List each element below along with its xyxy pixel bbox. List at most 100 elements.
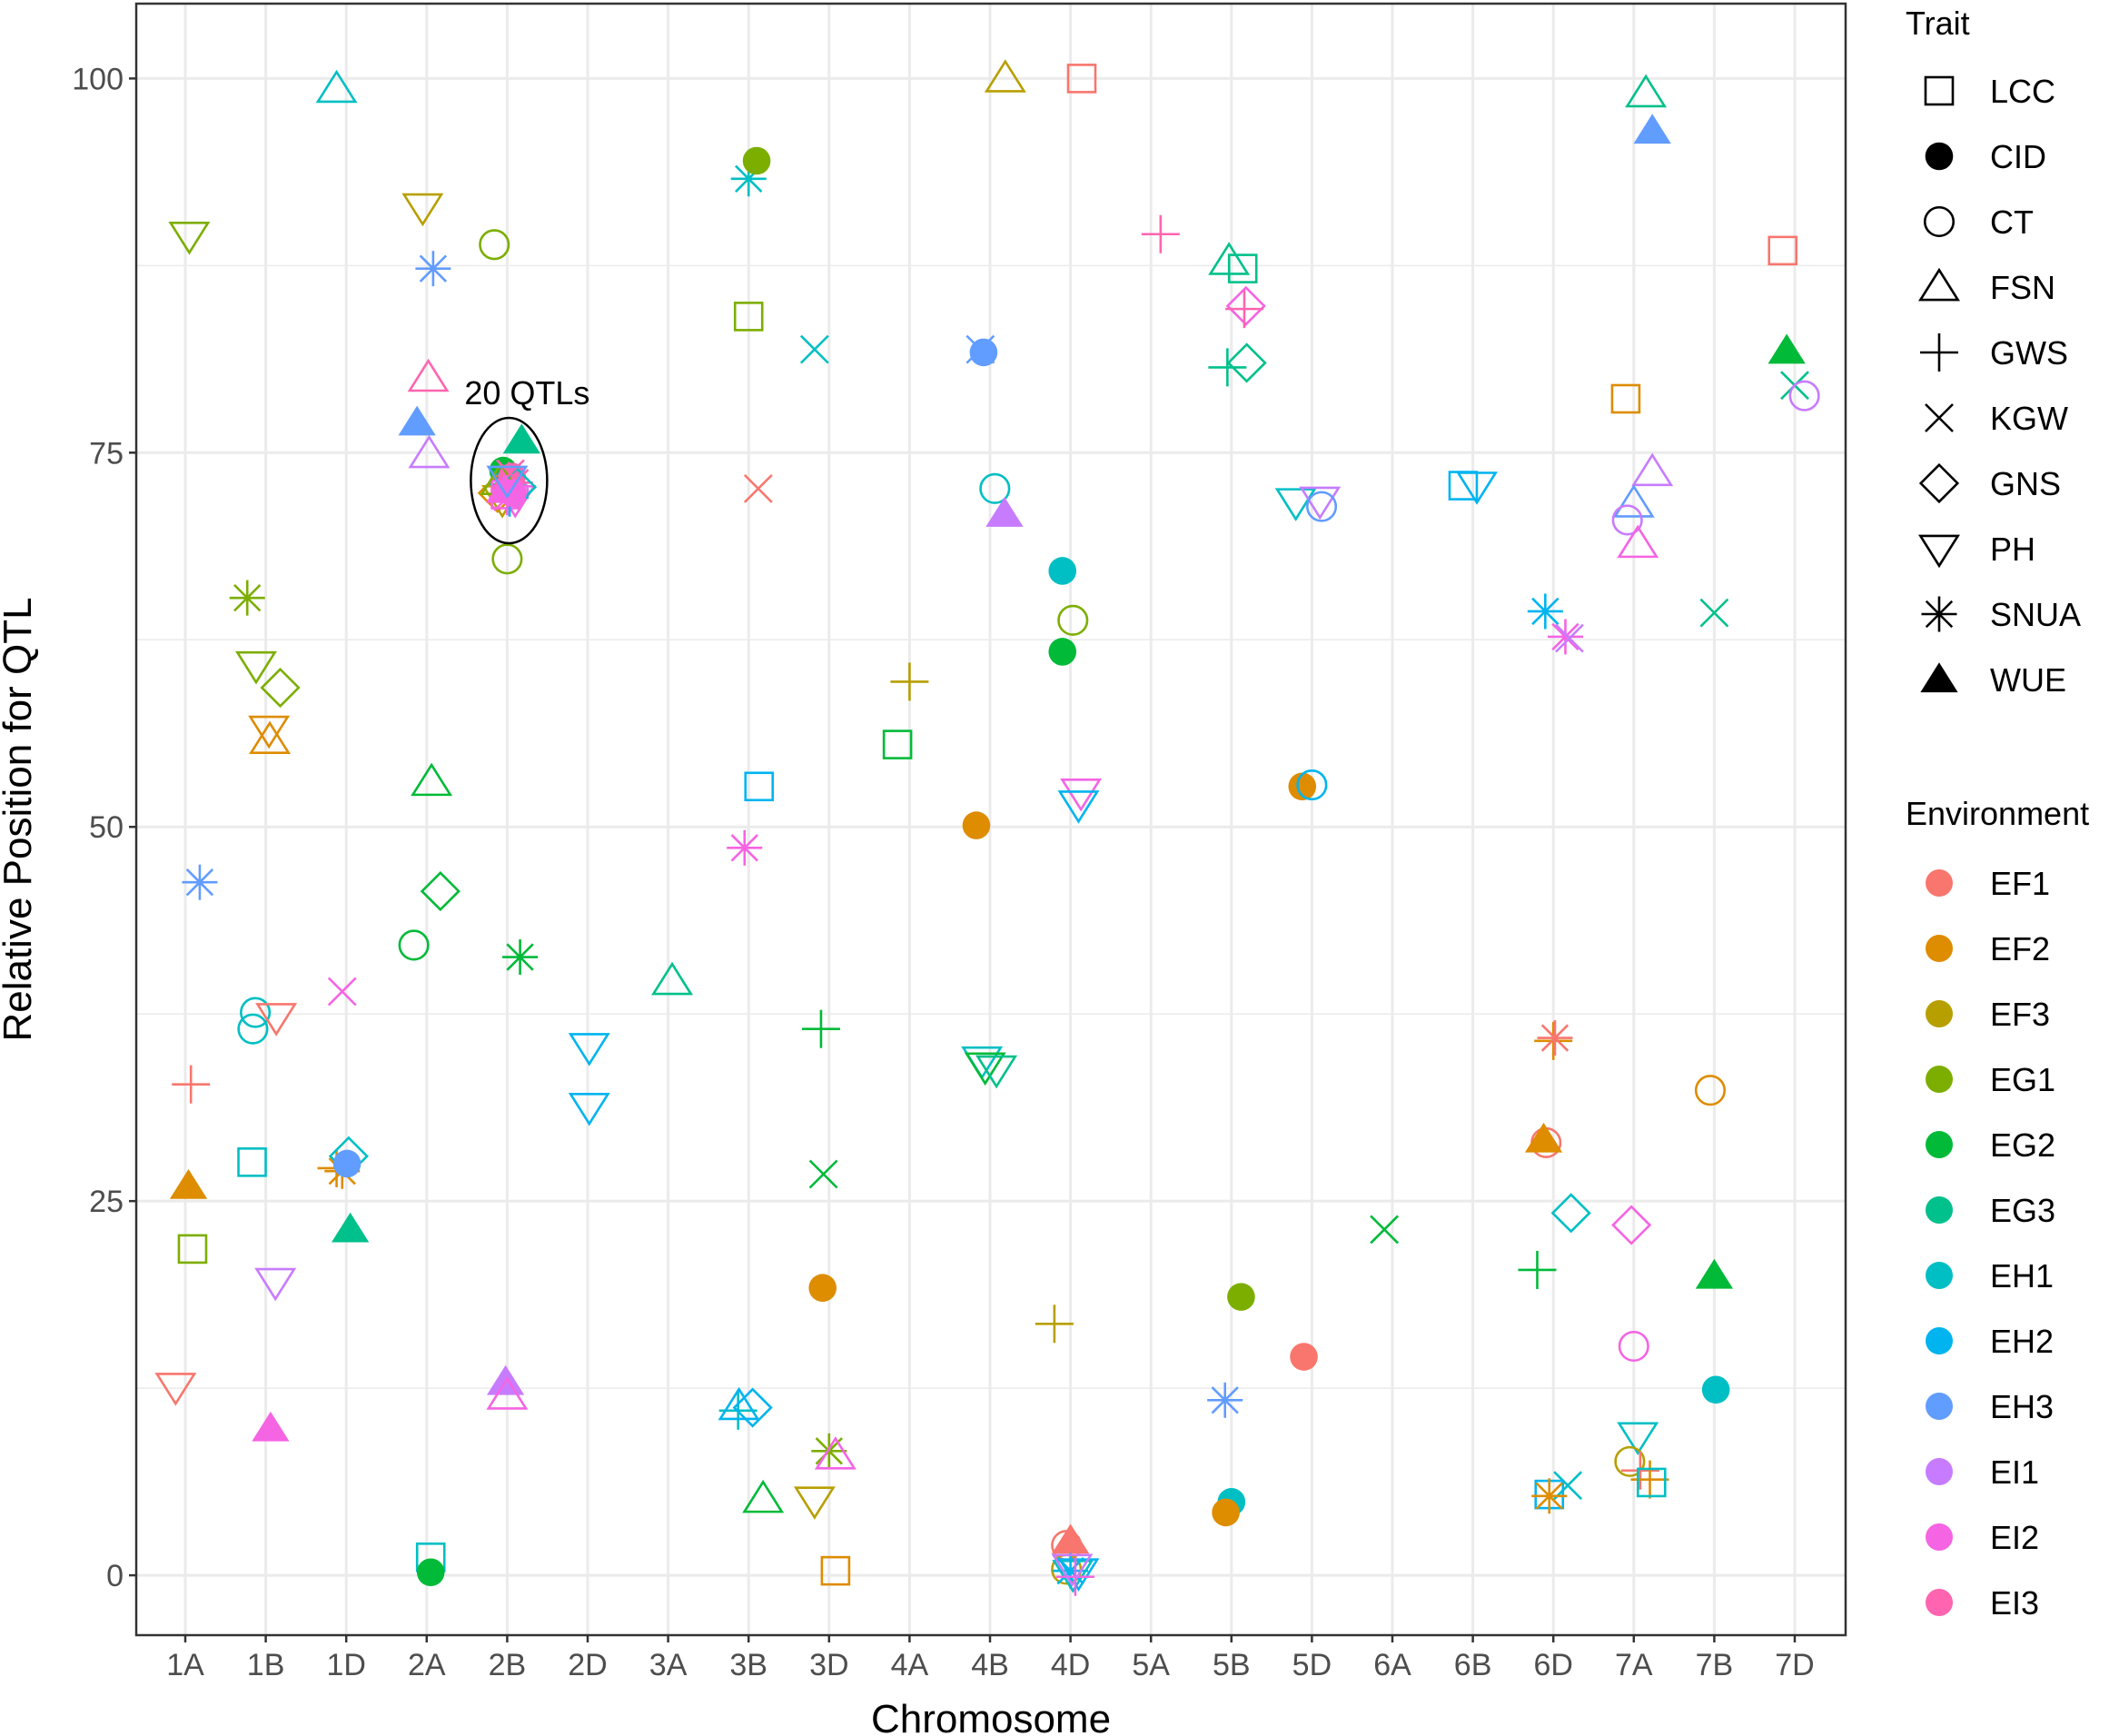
data-point xyxy=(1611,1205,1652,1245)
data-point xyxy=(169,1168,208,1199)
data-point xyxy=(1296,769,1328,801)
data-point xyxy=(486,1376,529,1410)
y-axis: 0 25 50 75 100 xyxy=(72,62,136,1593)
data-point xyxy=(1788,380,1820,412)
data-point xyxy=(398,929,430,961)
data-point xyxy=(1524,1122,1563,1153)
environment-legend-label: EI2 xyxy=(1990,1519,2039,1556)
trait-legend-key xyxy=(1921,596,1957,632)
annotation-ellipse xyxy=(470,416,549,545)
trait-legend-label: KGW xyxy=(1990,400,2068,437)
data-point xyxy=(416,1558,445,1587)
data-point xyxy=(742,1479,785,1513)
environment-legend: Environment EF1 EF2 EF3 EG1 EG2 EG3 EH1 EH2 EH3 E… xyxy=(1906,795,2089,1622)
data-point xyxy=(964,1052,1006,1086)
data-point xyxy=(1699,598,1729,628)
data-point xyxy=(732,1387,773,1428)
environment-legend-key xyxy=(1926,869,1953,897)
data-point xyxy=(237,1147,267,1177)
environment-legend-label: EH1 xyxy=(1990,1257,2054,1295)
data-point xyxy=(1636,1467,1667,1498)
y-axis-title: Relative Position for QTL xyxy=(0,597,40,1041)
environment-legend-key xyxy=(1926,1589,1953,1616)
data-point xyxy=(1456,471,1499,505)
environment-legend-label: EG2 xyxy=(1990,1126,2055,1164)
environment-legend-label: EI3 xyxy=(1990,1584,2039,1622)
trait-legend-label: WUE xyxy=(1990,661,2066,699)
data-point xyxy=(248,715,291,749)
trait-legend: Trait LCC CID CT FSN GWS KGW GNS PH SNUA WUE xyxy=(1906,5,2081,699)
x-tick-label: 6A xyxy=(1373,1648,1411,1682)
data-point xyxy=(255,1003,298,1037)
data-point xyxy=(1625,74,1668,108)
x-tick-label: 5A xyxy=(1132,1648,1170,1682)
x-tick-label: 2B xyxy=(489,1648,527,1682)
data-point xyxy=(1048,638,1077,666)
trait-legend-key xyxy=(1925,142,1954,171)
data-point xyxy=(1060,778,1103,812)
data-point xyxy=(398,405,436,436)
x-axis-title: Chromosome xyxy=(871,1697,1111,1736)
data-point xyxy=(882,729,913,759)
environment-legend-key xyxy=(1926,1523,1953,1551)
data-point xyxy=(182,864,218,900)
data-point xyxy=(1305,491,1338,522)
data-point xyxy=(260,667,301,709)
environment-legend-label: EF2 xyxy=(1990,930,2050,967)
x-tick-label: 7B xyxy=(1696,1648,1734,1682)
y-tick-label: 75 xyxy=(89,436,124,471)
data-point xyxy=(1550,1193,1591,1234)
data-point xyxy=(1227,1283,1255,1311)
x-tick-label: 4A xyxy=(891,1648,929,1682)
x-tick-label: 6D xyxy=(1533,1648,1572,1682)
environment-legend-label: EH3 xyxy=(1990,1388,2054,1425)
data-point xyxy=(742,146,771,175)
data-point xyxy=(1555,623,1584,653)
data-point xyxy=(177,1234,208,1265)
data-point xyxy=(502,423,540,454)
data-point xyxy=(1208,348,1247,387)
environment-legend-title: Environment xyxy=(1906,795,2089,832)
annotation-label: 20 QTLs xyxy=(464,374,589,412)
data-point xyxy=(254,1267,297,1302)
x-axis: 1A 1B 1D 2A 2B 2D 3A 3B 3D 4A 4B 4D 5A 5B 5D 6A 6B 6D 7A 7B… xyxy=(166,1635,1815,1682)
data-point xyxy=(1048,557,1077,585)
data-point xyxy=(1225,285,1266,326)
environment-legend-key xyxy=(1926,1196,1953,1224)
trait-legend-label: PH xyxy=(1990,531,2035,568)
data-point xyxy=(327,977,357,1007)
data-point xyxy=(249,720,292,755)
trait-legend-key xyxy=(1918,534,1960,569)
data-point xyxy=(411,762,453,797)
x-tick-label: 2A xyxy=(408,1648,446,1682)
data-point xyxy=(814,1436,857,1470)
data-point xyxy=(743,473,773,503)
data-point xyxy=(744,771,775,802)
data-point xyxy=(1141,214,1180,253)
environment-legend-key xyxy=(1926,1262,1953,1289)
data-point xyxy=(1553,1471,1583,1501)
trait-legend-key xyxy=(1918,462,1960,504)
data-point xyxy=(1617,524,1659,559)
data-point xyxy=(486,465,529,500)
annotation-group: 20 QTLs xyxy=(464,374,589,545)
data-point xyxy=(1066,64,1097,94)
data-point xyxy=(240,997,272,1028)
x-tick-label: 4D xyxy=(1051,1648,1090,1682)
data-point xyxy=(1299,486,1342,521)
data-point xyxy=(1531,1478,1568,1514)
data-point xyxy=(1035,1304,1074,1344)
data-point xyxy=(154,1373,197,1406)
data-point xyxy=(1618,1330,1649,1363)
trait-legend-label: CID xyxy=(1990,138,2046,175)
data-point xyxy=(808,1274,837,1303)
data-point xyxy=(1614,1445,1646,1477)
y-tick-label: 100 xyxy=(72,62,124,96)
x-tick-label: 5B xyxy=(1213,1648,1251,1682)
trait-legend-key xyxy=(1920,333,1958,372)
trait-legend-label: FSN xyxy=(1990,269,2055,306)
trait-legend-label: GWS xyxy=(1990,334,2068,372)
x-tick-label: 2D xyxy=(568,1648,607,1682)
data-point xyxy=(1274,488,1317,521)
